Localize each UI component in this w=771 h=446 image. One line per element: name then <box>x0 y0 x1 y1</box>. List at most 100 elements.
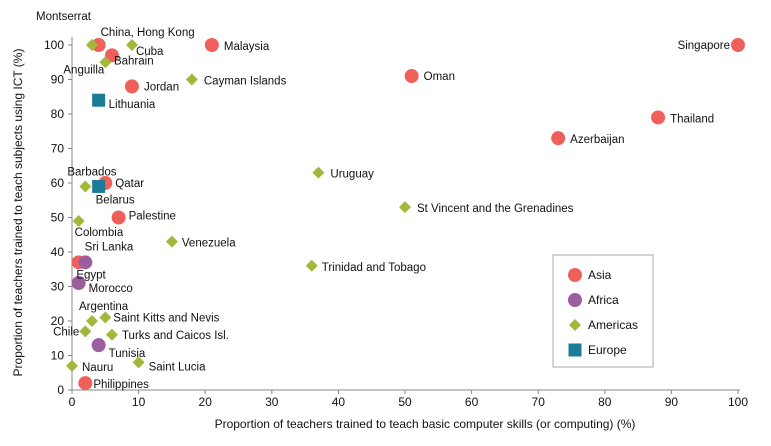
point-label-anguilla: Anguilla <box>63 64 105 76</box>
point-label-tunisia: Tunisia <box>109 348 146 360</box>
y-tick-label: 100 <box>44 38 64 52</box>
axes: 0 10 20 30 40 50 60 70 80 90 100 0 10 20 30 40 50 60 70 80… <box>44 37 748 409</box>
point-uruguay <box>312 166 325 179</box>
x-tick-label: 70 <box>532 395 546 409</box>
x-tick-label: 40 <box>332 395 346 409</box>
point-label-uruguay: Uruguay <box>330 169 374 181</box>
point-label-argentina: Argentina <box>79 301 129 313</box>
y-axis-ticks: 0 10 20 30 40 50 60 70 80 90 100 <box>44 38 72 397</box>
point-label-venezuela: Venezuela <box>182 238 236 250</box>
point-malaysia <box>204 38 219 52</box>
point-turks-and-caicos-isl <box>105 328 118 341</box>
x-axis-ticks: 0 10 20 30 40 50 60 70 80 90 100 <box>69 390 748 409</box>
point-oman <box>404 69 419 84</box>
x-tick-label: 50 <box>398 395 412 409</box>
point-label-colombia: Colombia <box>75 227 124 239</box>
y-tick-label: 30 <box>51 280 65 294</box>
point-belarus <box>92 179 106 193</box>
point-nauru <box>66 359 78 372</box>
legend-marker-americas <box>569 319 581 331</box>
point-colombia <box>72 214 85 227</box>
point-label-nauru: Nauru <box>82 362 113 374</box>
point-palestine <box>111 210 126 225</box>
point-label-chile: Chile <box>53 326 79 338</box>
point-label-lithuania: Lithuania <box>109 99 156 111</box>
y-tick-label: 10 <box>51 349 65 363</box>
legend: Asia Africa Americas Europe <box>552 254 654 368</box>
point-egypt <box>78 255 93 270</box>
x-tick-label: 100 <box>728 395 748 409</box>
point-lithuania <box>92 93 106 107</box>
legend-label-africa: Africa <box>588 293 619 307</box>
point-argentina <box>85 315 98 327</box>
point-label-azerbaijan: Azerbaijan <box>570 134 624 146</box>
point-label-qatar: Qatar <box>115 178 144 190</box>
point-label-trinidad-and-tobago: Trinidad and Tobago <box>322 262 426 274</box>
point-label-saint-kitts-and-nevis: Saint Kitts and Nevis <box>113 313 219 325</box>
legend-marker-asia <box>568 268 582 282</box>
x-tick-label: 90 <box>665 395 679 409</box>
y-tick-label: 80 <box>51 107 65 121</box>
point-saint-lucia <box>132 356 145 369</box>
legend-marker-africa <box>568 293 582 307</box>
point-label-palestine: Palestine <box>129 211 176 223</box>
y-tick-label: 50 <box>51 211 65 225</box>
point-label-cuba: Cuba <box>136 46 164 58</box>
point-anguilla <box>99 56 112 69</box>
x-tick-label: 0 <box>69 395 76 409</box>
point-label-oman: Oman <box>424 71 455 83</box>
point-philippines <box>78 376 93 391</box>
x-tick-label: 10 <box>132 395 146 409</box>
point-thailand <box>651 110 666 125</box>
point-label-thailand: Thailand <box>670 113 714 125</box>
point-label-egypt: Egypt <box>76 269 106 281</box>
point-labels: China, Hong Kong Malaysia Singapore Bahrain… <box>36 11 730 391</box>
point-label-singapore: Singapore <box>678 40 730 52</box>
point-label-jordan: Jordan <box>144 81 179 93</box>
point-label-sri-lanka: Sri Lanka <box>85 241 134 253</box>
point-jordan <box>124 79 139 94</box>
point-label-bahrain: Bahrain <box>114 55 154 67</box>
point-st-vincent-and-the-grenadines <box>399 201 411 214</box>
x-tick-label: 80 <box>598 395 612 409</box>
y-axis-label: Proportion of teachers trained to teach … <box>11 49 25 377</box>
point-bahrain <box>104 48 119 63</box>
point-label-barbados: Barbados <box>67 166 116 178</box>
point-chile <box>79 325 92 338</box>
point-cayman-islands <box>185 73 198 86</box>
y-tick-label: 70 <box>51 142 65 156</box>
point-label-saint-lucia: Saint Lucia <box>149 361 207 373</box>
point-singapore <box>731 38 745 52</box>
point-trinidad-and-tobago <box>305 259 318 272</box>
point-label-st-vincent-and-the-grenadines: St Vincent and the Grenadines <box>417 203 574 215</box>
x-tick-label: 20 <box>199 395 213 409</box>
legend-label-asia: Asia <box>588 268 612 282</box>
point-label-china-hong-kong: China, Hong Kong <box>101 27 195 39</box>
y-tick-label: 0 <box>57 383 64 397</box>
point-barbados <box>79 180 92 193</box>
point-morocco <box>71 276 86 291</box>
point-label-philippines: Philippines <box>93 379 149 391</box>
point-venezuela <box>165 235 178 248</box>
point-saint-kitts-and-nevis <box>99 311 112 324</box>
point-china-hong-kong <box>91 38 106 52</box>
data-points <box>66 38 745 391</box>
y-tick-label: 90 <box>51 73 65 87</box>
legend-label-europe: Europe <box>588 343 627 357</box>
x-tick-label: 60 <box>465 395 479 409</box>
point-label-cayman-islands: Cayman Islands <box>204 76 287 88</box>
point-label-morocco: Morocco <box>89 283 133 295</box>
y-tick-label: 20 <box>51 314 65 328</box>
legend-label-americas: Americas <box>588 318 638 332</box>
x-axis-label: Proportion of teachers trained to teach … <box>215 417 636 431</box>
y-tick-label: 40 <box>51 245 65 259</box>
point-label-malaysia: Malaysia <box>224 41 270 53</box>
point-label-montserrat: Montserrat <box>36 11 92 23</box>
point-tunisia <box>91 338 106 353</box>
legend-marker-europe <box>568 343 582 357</box>
point-label-turks-and-caicos-isl: Turks and Caicos Isl. <box>122 330 229 342</box>
point-azerbaijan <box>551 131 566 146</box>
point-label-belarus: Belarus <box>96 194 135 206</box>
y-tick-label: 60 <box>51 176 65 190</box>
